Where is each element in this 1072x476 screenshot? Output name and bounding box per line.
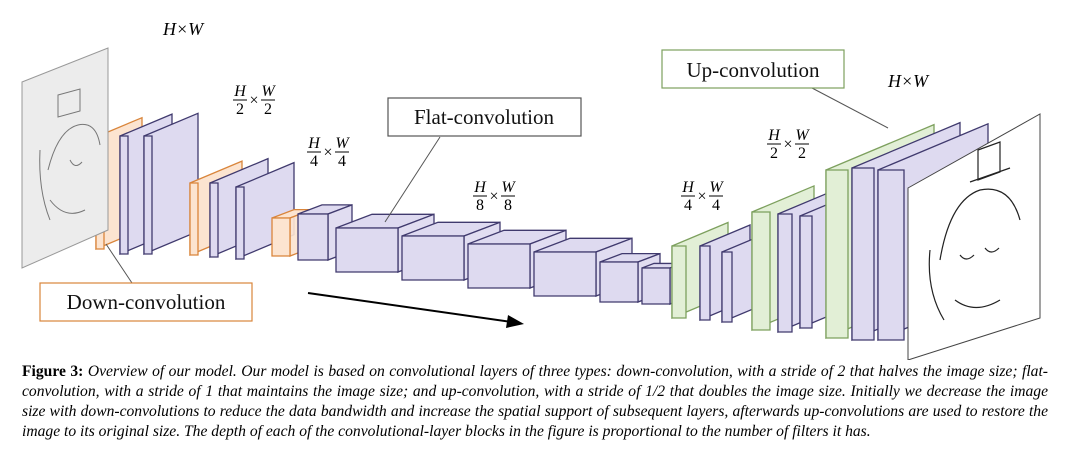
svg-text:2: 2 xyxy=(770,145,778,162)
svg-text:2: 2 xyxy=(798,145,806,162)
svg-text:W: W xyxy=(261,83,276,100)
svg-text:2: 2 xyxy=(264,101,272,118)
flat-convolution-label: Flat-convolution xyxy=(387,97,582,137)
svg-text:×: × xyxy=(783,136,792,153)
up-convolution-label: Up-convolution xyxy=(661,49,845,89)
caption-label: Figure 3: xyxy=(22,363,84,380)
size-label-quarter-right: H4 ×W4 xyxy=(681,179,724,214)
down-convolution-connector xyxy=(105,243,133,284)
svg-text:4: 4 xyxy=(684,197,692,214)
svg-text:H: H xyxy=(767,127,781,144)
svg-text:H: H xyxy=(307,135,321,152)
svg-text:4: 4 xyxy=(338,153,346,170)
flat-convolution-connector xyxy=(384,136,441,223)
svg-text:8: 8 xyxy=(504,197,512,214)
svg-text:Up-convolution: Up-convolution xyxy=(687,58,820,82)
svg-text:W: W xyxy=(709,179,724,196)
down-convolution-label: Down-convolution xyxy=(39,282,253,322)
up-convolution-connector xyxy=(811,87,889,129)
size-label-half-left: H2 ×W2 xyxy=(233,83,276,118)
svg-text:4: 4 xyxy=(712,197,720,214)
size-label-output: H×W xyxy=(887,71,930,91)
svg-text:×: × xyxy=(697,188,706,205)
svg-text:×: × xyxy=(323,144,332,161)
size-label-eighth: H8 ×W8 xyxy=(473,179,516,214)
figure-caption: Figure 3: Overview of our model. Our mod… xyxy=(22,362,1048,442)
svg-text:8: 8 xyxy=(476,197,484,214)
direction-arrow xyxy=(307,292,524,328)
output-lineart-image xyxy=(907,113,1041,360)
svg-text:4: 4 xyxy=(310,153,318,170)
svg-text:Flat-convolution: Flat-convolution xyxy=(414,105,554,129)
svg-text:W: W xyxy=(501,179,516,196)
size-label-input: H×W xyxy=(162,19,205,39)
svg-text:H: H xyxy=(681,179,695,196)
svg-text:H: H xyxy=(473,179,487,196)
model-architecture-diagram: Down-convolution Flat-convolution Up-con… xyxy=(21,19,1041,360)
size-label-quarter-left: H4 ×W4 xyxy=(307,135,350,170)
svg-text:Down-convolution: Down-convolution xyxy=(67,290,226,314)
svg-text:W: W xyxy=(795,127,810,144)
svg-text:2: 2 xyxy=(236,101,244,118)
svg-text:×: × xyxy=(249,92,258,109)
caption-text: Overview of our model. Our model is base… xyxy=(22,363,1048,440)
svg-text:W: W xyxy=(335,135,350,152)
svg-text:H: H xyxy=(233,83,247,100)
svg-text:×: × xyxy=(489,188,498,205)
size-label-half-right: H2 ×W2 xyxy=(767,127,810,162)
input-sketch-image xyxy=(21,47,109,269)
